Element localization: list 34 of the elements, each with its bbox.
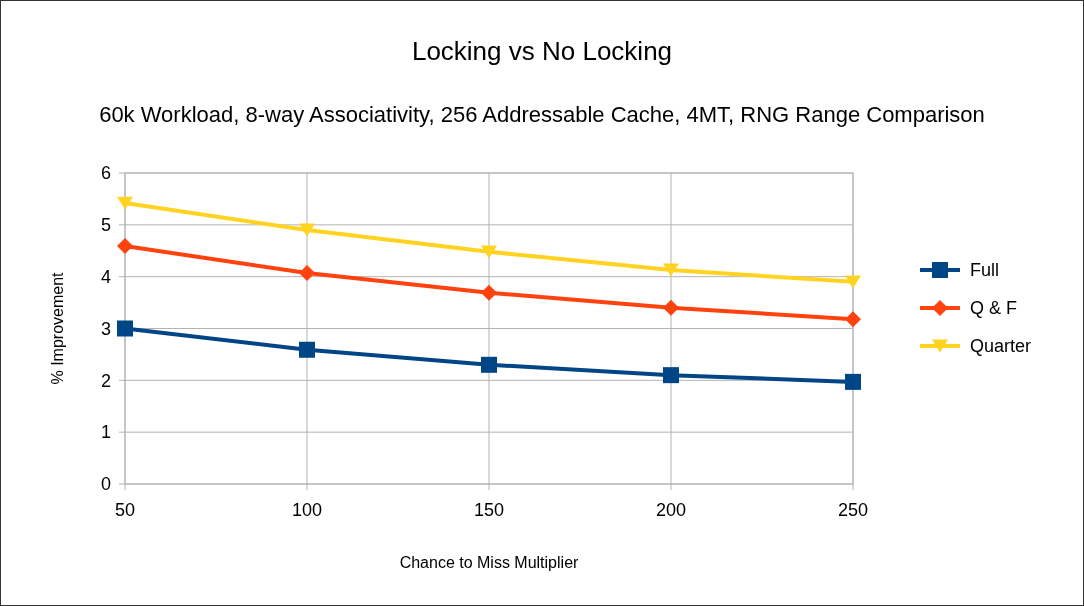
point <box>481 245 497 259</box>
y-tick-label: 1 <box>100 422 111 443</box>
point <box>845 275 861 289</box>
y-tick-label: 4 <box>100 266 111 287</box>
point <box>663 263 679 277</box>
point <box>299 341 315 358</box>
point <box>117 196 133 210</box>
point <box>117 238 133 255</box>
point <box>663 367 679 384</box>
point <box>481 284 497 301</box>
chart-subtitle: 60k Workload, 8-way Associativity, 256 Addressable Cache, 4MT, RNG Range Comparison <box>99 102 985 127</box>
point <box>663 299 679 316</box>
y-tick-label: 6 <box>100 163 111 184</box>
point <box>299 265 315 282</box>
y-tick-label: 5 <box>100 215 111 236</box>
x-tick-label: 50 <box>114 500 136 520</box>
point <box>299 223 315 237</box>
point <box>845 373 861 390</box>
y-tick-label: 3 <box>100 318 111 339</box>
x-tick-label: 250 <box>837 500 869 520</box>
x-tick-label: 100 <box>291 500 323 520</box>
y-axis-title: % Improvement <box>49 271 66 385</box>
x-tick-label: 200 <box>655 500 687 520</box>
y-tick-label: 2 <box>100 370 111 391</box>
x-tick-label: 150 <box>473 500 505 520</box>
x-axis-title: Chance to Miss Multiplier <box>399 554 580 571</box>
legend-label: Full <box>970 260 1000 281</box>
point <box>481 356 497 373</box>
point <box>845 311 861 328</box>
point <box>117 320 133 337</box>
chart-title: Locking vs No Locking <box>411 36 673 66</box>
y-tick-label: 0 <box>100 474 111 495</box>
legend-label: Q & F <box>970 298 1018 319</box>
legend-label: Quarter <box>970 336 1032 357</box>
